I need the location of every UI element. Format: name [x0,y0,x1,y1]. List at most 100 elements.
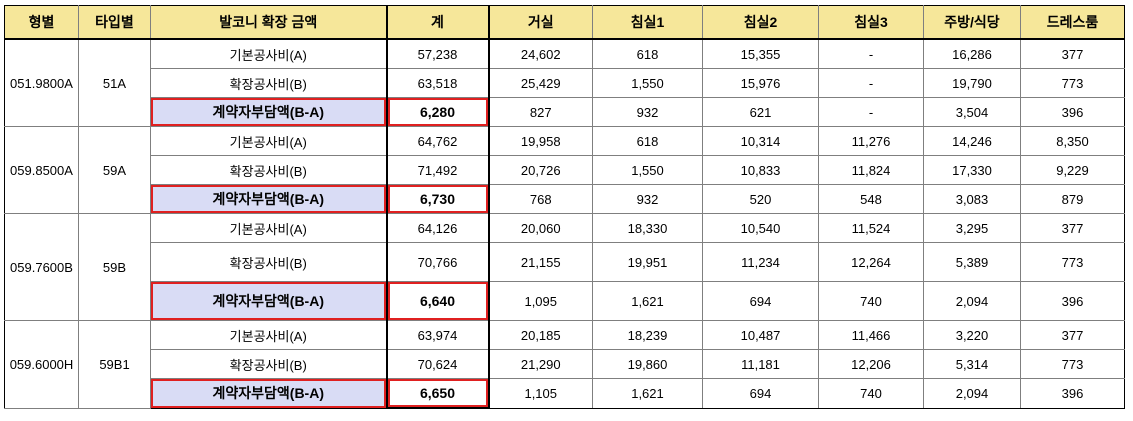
bedroom3-cell: 11,276 [818,126,924,156]
balcony-expansion-cost-table: 형별 타입별 발코니 확장 금액 계 거실 침실1 침실2 침실3 주방/식당 … [4,5,1125,409]
row-label-sum: 계약자부담액(B-A) [150,184,387,214]
kitchen-cell: 5,389 [923,242,1021,282]
type-group-59b: 059.7600B 59B 기본공사비(A) 64,126 20,060 18,… [4,213,1125,321]
header-kitchen: 주방/식당 [923,5,1021,40]
row-label: 기본공사비(A) [150,38,387,69]
bedroom1-cell: 1,621 [592,281,703,321]
total-cell: 63,518 [385,68,490,98]
living-cell: 24,602 [488,38,593,69]
living-cell: 1,095 [488,281,593,321]
total-cell-sum: 6,640 [385,281,490,321]
bedroom1-cell: 19,951 [592,242,703,282]
row-label: 확장공사비(B) [150,68,387,98]
bedroom3-cell: 548 [818,184,924,214]
bedroom3-cell: 12,264 [818,242,924,282]
row-label: 기본공사비(A) [150,126,387,156]
type-code-cell: 051.9800A [4,38,79,127]
bedroom3-cell: 11,524 [818,213,924,243]
living-cell: 21,290 [488,349,593,379]
total-cell: 70,624 [385,349,490,379]
table-row-sum: 계약자부담액(B-A) 6,280 827 932 621 - 3,504 39… [5,97,1125,127]
table-row: 059.8500A 59A 기본공사비(A) 64,762 19,958 618… [4,126,1125,214]
type-group-59a: 059.8500A 59A 기본공사비(A) 64,762 19,958 618… [4,126,1125,214]
dressroom-cell: 377 [1020,213,1125,243]
total-cell: 70,766 [385,242,490,282]
type-name-cell: 59B [78,213,151,321]
dressroom-cell: 773 [1020,349,1125,379]
dressroom-cell: 879 [1020,184,1125,214]
header-type-name: 타입별 [78,5,151,40]
bedroom3-cell: - [818,68,924,98]
total-cell-sum: 6,730 [385,184,490,214]
header-bedroom3: 침실3 [818,5,924,40]
bedroom3-cell: 12,206 [818,349,924,379]
table-row: 확장공사비(B) 70,766 21,155 19,951 11,234 12,… [5,242,1125,282]
row-label: 확장공사비(B) [150,242,387,282]
row-label: 기본공사비(A) [150,213,387,243]
total-cell: 63,974 [385,320,490,350]
bedroom1-cell: 932 [592,184,703,214]
living-cell: 25,429 [488,68,593,98]
bedroom2-cell: 15,976 [702,68,819,98]
bedroom1-cell: 1,550 [592,68,703,98]
type-code-cell: 059.7600B [4,213,79,321]
living-cell: 20,185 [488,320,593,350]
row-label-sum: 계약자부담액(B-A) [150,281,387,321]
type-code-cell: 059.8500A [4,126,79,214]
bedroom3-cell: 11,824 [818,155,924,185]
kitchen-cell: 19,790 [923,68,1021,98]
header-living: 거실 [488,5,593,40]
living-cell: 21,155 [488,242,593,282]
bedroom3-cell: - [818,38,924,69]
total-cell: 57,238 [385,38,490,69]
header-dressroom: 드레스룸 [1020,5,1125,40]
total-cell: 64,126 [385,213,490,243]
dressroom-cell: 396 [1020,378,1125,409]
bedroom1-cell: 18,330 [592,213,703,243]
kitchen-cell: 3,295 [923,213,1021,243]
living-cell: 1,105 [488,378,593,409]
bedroom2-cell: 10,487 [702,320,819,350]
table-row-sum: 계약자부담액(B-A) 6,730 768 932 520 548 3,083 … [5,184,1125,214]
dressroom-cell: 396 [1020,97,1125,127]
kitchen-cell: 3,504 [923,97,1021,127]
type-name-cell: 51A [78,38,151,127]
bedroom1-cell: 18,239 [592,320,703,350]
bedroom1-cell: 618 [592,38,703,69]
dressroom-cell: 396 [1020,281,1125,321]
table-row: 059.7600B 59B 기본공사비(A) 64,126 20,060 18,… [4,213,1125,321]
living-cell: 827 [488,97,593,127]
kitchen-cell: 2,094 [923,378,1021,409]
bedroom1-cell: 618 [592,126,703,156]
total-cell: 64,762 [385,126,490,156]
kitchen-cell: 5,314 [923,349,1021,379]
header-bedroom2: 침실2 [702,5,819,40]
bedroom2-cell: 11,181 [702,349,819,379]
bedroom2-cell: 15,355 [702,38,819,69]
dressroom-cell: 773 [1020,242,1125,282]
bedroom2-cell: 10,833 [702,155,819,185]
type-code-cell: 059.6000H [4,320,79,409]
total-cell-sum: 6,280 [385,97,490,127]
kitchen-cell: 2,094 [923,281,1021,321]
kitchen-cell: 17,330 [923,155,1021,185]
bedroom1-cell: 932 [592,97,703,127]
header-type-code: 형별 [4,5,79,40]
table-row: 051.9800A 51A 기본공사비(A) 57,238 24,602 618… [4,38,1125,127]
row-label: 기본공사비(A) [150,320,387,350]
header-total: 계 [385,5,490,40]
kitchen-cell: 16,286 [923,38,1021,69]
living-cell: 768 [488,184,593,214]
dressroom-cell: 773 [1020,68,1125,98]
balcony-expansion-cost-table-wrapper: 형별 타입별 발코니 확장 금액 계 거실 침실1 침실2 침실3 주방/식당 … [4,5,1125,409]
total-cell-sum: 6,650 [385,378,490,409]
total-cell: 71,492 [385,155,490,185]
row-label-sum: 계약자부담액(B-A) [150,97,387,127]
bedroom2-cell: 520 [702,184,819,214]
bedroom2-cell: 11,234 [702,242,819,282]
table-row: 확장공사비(B) 70,624 21,290 19,860 11,181 12,… [5,349,1125,379]
bedroom3-cell: 740 [818,281,924,321]
dressroom-cell: 9,229 [1020,155,1125,185]
bedroom2-cell: 10,540 [702,213,819,243]
dressroom-cell: 377 [1020,38,1125,69]
